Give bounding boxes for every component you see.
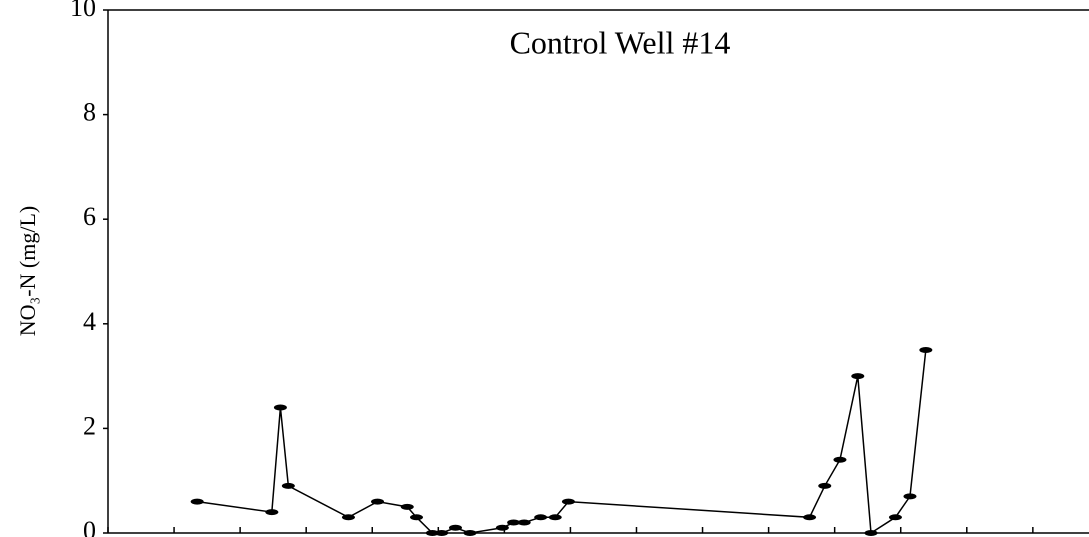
data-point [919,346,933,353]
y-tick-label: 0 [83,516,96,537]
data-point [903,493,917,500]
data-point [851,373,865,380]
data-point [400,503,414,510]
data-point [517,519,531,526]
data-point [425,530,439,536]
data-point [265,509,279,516]
data-point [803,514,817,521]
data-point [371,498,385,505]
data-point [448,524,462,531]
data-point [435,530,449,536]
data-point [864,530,878,536]
data-point [833,456,847,463]
y-tick-label: 8 [83,98,96,127]
data-point [561,498,575,505]
y-axis-label: NO₃-N (mg/L) [15,206,40,336]
data-point [281,482,295,489]
chart-title: Control Well #14 [510,24,731,60]
y-tick-label: 6 [83,202,96,231]
data-line [197,349,927,535]
data-point [273,404,287,411]
data-point [507,519,521,526]
data-point [888,514,902,521]
data-point [190,498,204,505]
y-tick-label: 10 [70,0,96,22]
data-point [341,514,355,521]
data-point [534,514,548,521]
y-tick-label: 2 [83,411,96,440]
data-point [818,482,832,489]
y-tick-label: 4 [83,307,96,336]
data-point [410,514,424,521]
data-point [548,514,562,521]
data-point [463,530,477,536]
data-point [495,524,509,531]
